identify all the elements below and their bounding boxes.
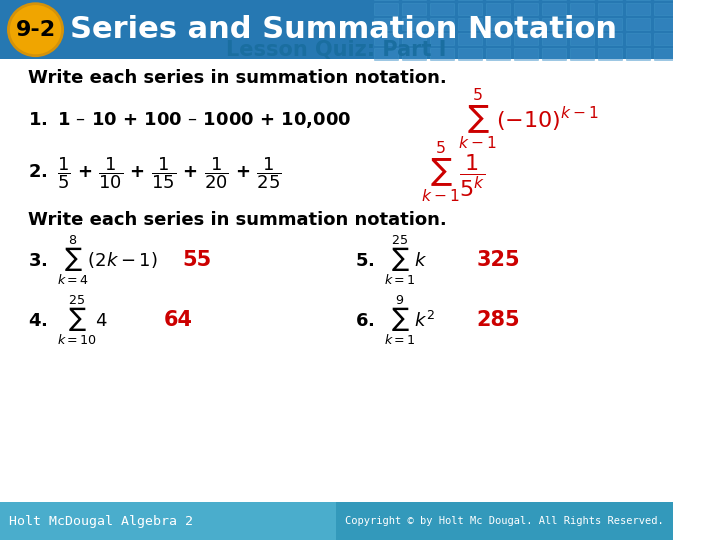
FancyBboxPatch shape xyxy=(654,18,678,30)
FancyBboxPatch shape xyxy=(654,33,678,45)
FancyBboxPatch shape xyxy=(458,33,482,45)
FancyBboxPatch shape xyxy=(654,48,678,60)
FancyBboxPatch shape xyxy=(514,48,539,60)
Ellipse shape xyxy=(9,4,63,56)
Text: 325: 325 xyxy=(477,250,521,270)
FancyBboxPatch shape xyxy=(374,48,398,60)
FancyBboxPatch shape xyxy=(430,18,454,30)
FancyBboxPatch shape xyxy=(654,3,678,15)
FancyBboxPatch shape xyxy=(570,3,595,15)
FancyBboxPatch shape xyxy=(402,18,426,30)
Text: $\mathbf{2.}$ $\dfrac{1}{5}$ + $\dfrac{1}{10}$ + $\dfrac{1}{15}$ + $\dfrac{1}{20: $\mathbf{2.}$ $\dfrac{1}{5}$ + $\dfrac{1… xyxy=(28,155,282,191)
FancyBboxPatch shape xyxy=(458,48,482,60)
FancyBboxPatch shape xyxy=(374,3,398,15)
Text: $\sum_{k-1}^{5}\dfrac{1}{5^{k}}$: $\sum_{k-1}^{5}\dfrac{1}{5^{k}}$ xyxy=(420,141,485,205)
FancyBboxPatch shape xyxy=(570,18,595,30)
FancyBboxPatch shape xyxy=(626,18,650,30)
Text: Copyright © by Holt Mc Dougal. All Rights Reserved.: Copyright © by Holt Mc Dougal. All Right… xyxy=(345,516,664,526)
FancyBboxPatch shape xyxy=(430,33,454,45)
FancyBboxPatch shape xyxy=(626,33,650,45)
FancyBboxPatch shape xyxy=(514,18,539,30)
FancyBboxPatch shape xyxy=(0,502,336,540)
Text: $\mathbf{4.}$ $\sum_{k=10}^{25}4$: $\mathbf{4.}$ $\sum_{k=10}^{25}4$ xyxy=(28,293,109,347)
FancyBboxPatch shape xyxy=(542,18,567,30)
Text: 285: 285 xyxy=(477,310,521,330)
FancyBboxPatch shape xyxy=(570,33,595,45)
Text: $\mathbf{3.}$ $\sum_{k=4}^{8}(2k-1)$: $\mathbf{3.}$ $\sum_{k=4}^{8}(2k-1)$ xyxy=(28,233,158,287)
FancyBboxPatch shape xyxy=(598,48,622,60)
FancyBboxPatch shape xyxy=(430,3,454,15)
Text: Series and Summation Notation: Series and Summation Notation xyxy=(70,15,617,44)
FancyBboxPatch shape xyxy=(626,3,650,15)
FancyBboxPatch shape xyxy=(402,3,426,15)
Text: 9-2: 9-2 xyxy=(15,19,55,40)
FancyBboxPatch shape xyxy=(486,3,510,15)
FancyBboxPatch shape xyxy=(374,18,398,30)
FancyBboxPatch shape xyxy=(598,33,622,45)
Text: $\mathbf{6.}$ $\sum_{k=1}^{9}k^2$: $\mathbf{6.}$ $\sum_{k=1}^{9}k^2$ xyxy=(355,293,436,347)
FancyBboxPatch shape xyxy=(402,48,426,60)
FancyBboxPatch shape xyxy=(542,48,567,60)
FancyBboxPatch shape xyxy=(458,18,482,30)
FancyBboxPatch shape xyxy=(598,18,622,30)
Text: 55: 55 xyxy=(182,250,212,270)
Text: Write each series in summation notation.: Write each series in summation notation. xyxy=(28,69,447,87)
Text: $\mathbf{1.}$ 1 – 10 + 100 – 1000 + 10,000: $\mathbf{1.}$ 1 – 10 + 100 – 1000 + 10,0… xyxy=(28,110,351,130)
Text: $\sum_{k-1}^{5}(-10)^{k-1}$: $\sum_{k-1}^{5}(-10)^{k-1}$ xyxy=(458,88,599,152)
FancyBboxPatch shape xyxy=(486,33,510,45)
FancyBboxPatch shape xyxy=(374,33,398,45)
FancyBboxPatch shape xyxy=(542,3,567,15)
Text: Holt McDougal Algebra 2: Holt McDougal Algebra 2 xyxy=(9,515,194,528)
FancyBboxPatch shape xyxy=(598,3,622,15)
FancyBboxPatch shape xyxy=(0,0,673,59)
Text: Write each series in summation notation.: Write each series in summation notation. xyxy=(28,211,447,229)
Text: $\mathbf{5.}$ $\sum_{k=1}^{25}k$: $\mathbf{5.}$ $\sum_{k=1}^{25}k$ xyxy=(355,233,428,287)
FancyBboxPatch shape xyxy=(626,48,650,60)
FancyBboxPatch shape xyxy=(430,48,454,60)
Text: 64: 64 xyxy=(163,310,192,330)
FancyBboxPatch shape xyxy=(486,48,510,60)
FancyBboxPatch shape xyxy=(458,3,482,15)
FancyBboxPatch shape xyxy=(542,33,567,45)
Text: Lesson Quiz: Part I: Lesson Quiz: Part I xyxy=(226,40,446,60)
FancyBboxPatch shape xyxy=(486,18,510,30)
FancyBboxPatch shape xyxy=(336,502,673,540)
FancyBboxPatch shape xyxy=(570,48,595,60)
FancyBboxPatch shape xyxy=(514,3,539,15)
FancyBboxPatch shape xyxy=(514,33,539,45)
FancyBboxPatch shape xyxy=(402,33,426,45)
